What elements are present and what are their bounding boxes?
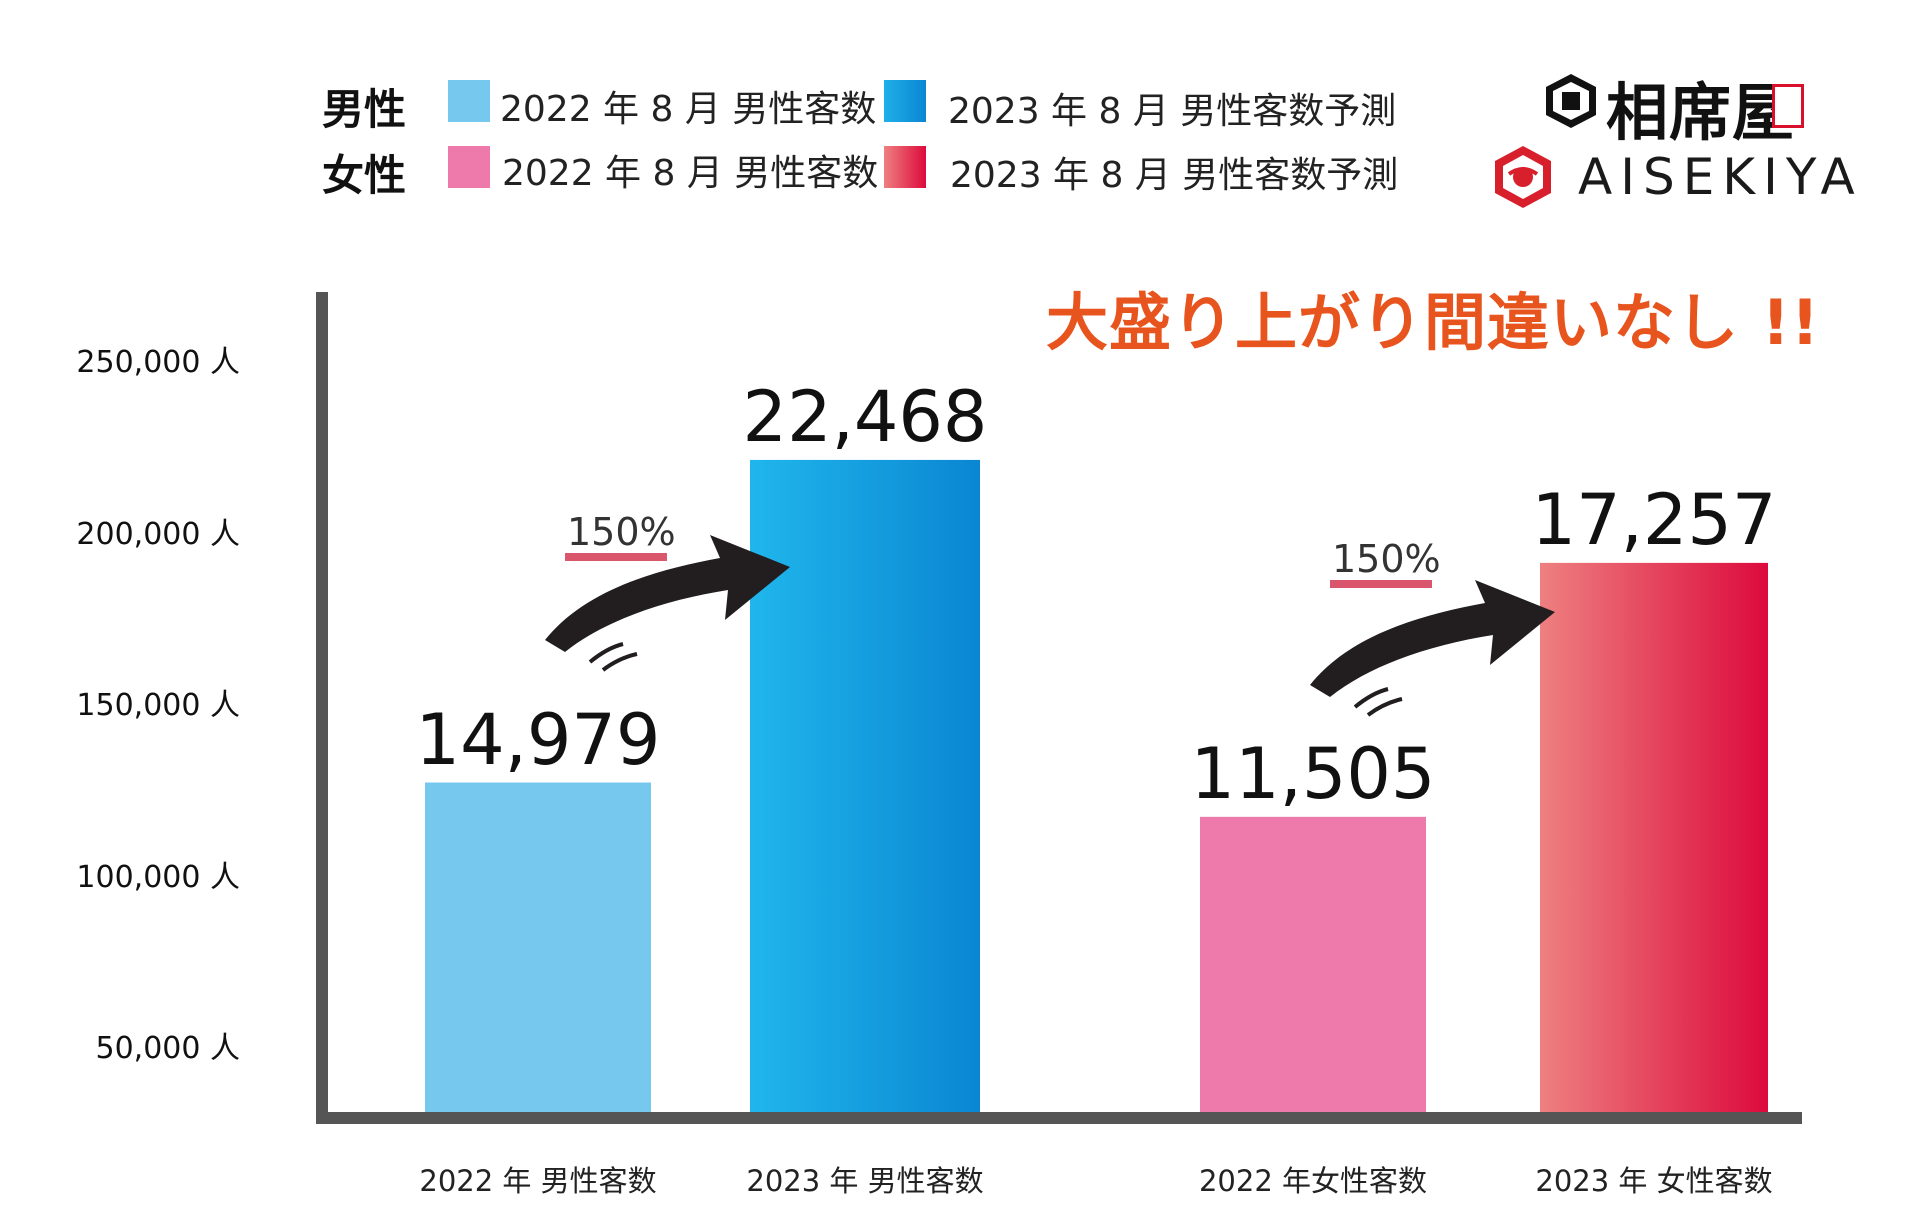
legend-swatch-2022-female [448, 146, 490, 188]
legend-swatch-2022-male [448, 80, 490, 122]
logo-japanese-text: 相席屋 [1606, 76, 1796, 149]
x-tick-label: 2022 年 男性客数 [419, 1164, 657, 1198]
bar-data-label: 17,257 [1531, 478, 1777, 561]
y-tick-label: 50,000 人 [95, 1031, 240, 1067]
x-tick-label: 2022 年女性客数 [1198, 1164, 1428, 1198]
bar-data-label: 14,979 [415, 698, 661, 781]
logo-english-text: AISEKIYA [1578, 148, 1863, 206]
hexagon-crest-icon [1546, 74, 1596, 128]
headline: 大盛り上がり間違いなし !! [1046, 286, 1821, 359]
growth-percent-label: 150% [1332, 537, 1441, 581]
y-tick-label: 100,000 人 [76, 859, 240, 895]
bar [1540, 562, 1768, 1112]
logo: 相席屋 AISEKIYA [1490, 62, 1870, 212]
logo-red-seal [1772, 84, 1804, 128]
bar-data-label: 11,505 [1190, 732, 1436, 815]
growth-underline [1330, 580, 1432, 588]
x-tick-label: 2023 年 女性客数 [1535, 1164, 1773, 1198]
hexagon-crest-red-icon [1495, 146, 1551, 208]
legend-swatch-2023-male [884, 80, 926, 122]
x-axis-line [316, 1112, 1802, 1124]
bar [750, 459, 980, 1112]
legend-label-2022-male: 2022 年 8 月 男性客数 [500, 89, 877, 130]
legend-male-group-label: 男性 [322, 85, 407, 134]
y-tick-label: 250,000 人 [76, 344, 240, 380]
growth-arrow [1310, 580, 1555, 717]
bar [1200, 816, 1426, 1112]
legend-label-2023-male: 2023 年 8 月 男性客数予測 [948, 91, 1397, 132]
legend-female-group-label: 女性 [322, 151, 407, 200]
bar [425, 782, 651, 1112]
y-tick-label: 150,000 人 [76, 688, 240, 724]
legend-label-2023-female: 2023 年 8 月 男性客数予測 [950, 155, 1399, 196]
bar-data-label: 22,468 [742, 375, 988, 458]
legend-swatch-2023-female [884, 146, 926, 188]
y-axis-line [316, 292, 328, 1124]
growth-underline [565, 553, 667, 561]
x-tick-label: 2023 年 男性客数 [746, 1164, 984, 1198]
growth-percent-label: 150% [567, 510, 676, 554]
y-tick-label: 200,000 人 [76, 516, 240, 552]
legend-label-2022-female: 2022 年 8 月 男性客数 [502, 153, 879, 194]
growth-arrow [545, 535, 790, 672]
